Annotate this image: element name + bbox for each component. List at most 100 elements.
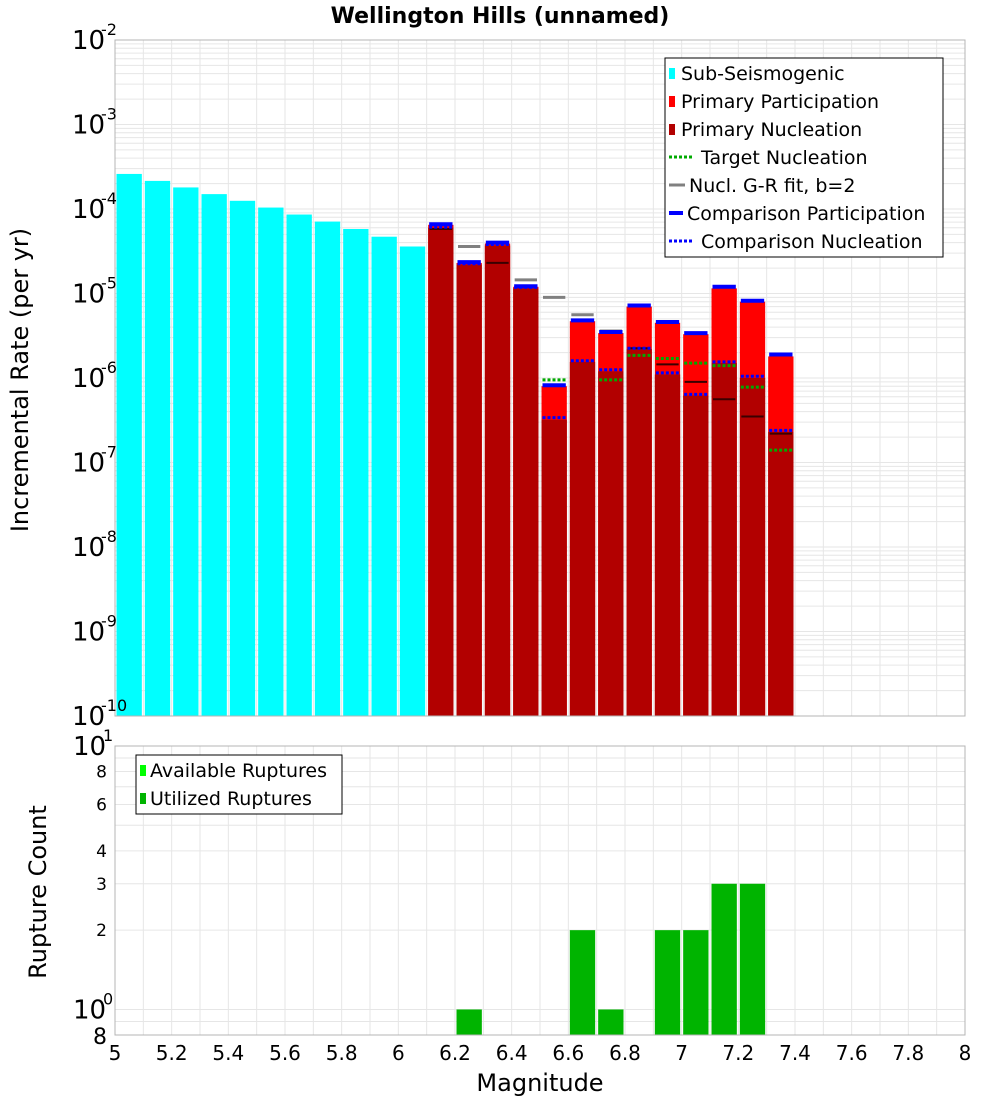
x-tick-label: 6 bbox=[392, 1041, 405, 1065]
y-tick-base: 10 bbox=[72, 280, 105, 310]
y-tick-base: 10 bbox=[72, 533, 105, 563]
y-tick-label-count-decade: 101 bbox=[73, 726, 113, 762]
y-tick-label-rate: 10-5 bbox=[72, 274, 117, 310]
bar-primary-nucleation bbox=[598, 371, 624, 716]
bar-sub-seismogenic bbox=[116, 173, 142, 716]
y-tick-base: 10 bbox=[72, 364, 105, 394]
bar-primary-nucleation bbox=[484, 245, 511, 717]
bar-primary-nucleation bbox=[569, 361, 596, 716]
x-tick-label: 5.6 bbox=[269, 1041, 301, 1065]
bar-sub-seismogenic bbox=[229, 200, 256, 717]
y-tick-label-rate: 10-8 bbox=[72, 527, 117, 563]
comparison-participation-marks bbox=[429, 222, 793, 388]
bar-utilized-ruptures bbox=[456, 1009, 482, 1035]
x-tick-label: 6.4 bbox=[496, 1041, 528, 1065]
rate-legend-item: Comparison Nucleation bbox=[669, 231, 923, 253]
bar-sub-seismogenic bbox=[144, 180, 171, 717]
y-tick-base: 10 bbox=[72, 449, 105, 479]
count-legend-label: Available Ruptures bbox=[150, 760, 327, 782]
bar-utilized-ruptures bbox=[598, 1009, 624, 1035]
bar-sub-seismogenic bbox=[173, 187, 199, 717]
rate-legend-item: Primary Nucleation bbox=[669, 119, 862, 141]
y-tick-exponent: -9 bbox=[101, 612, 117, 631]
y-tick-base: 10 bbox=[73, 732, 106, 762]
bar-sub-seismogenic bbox=[399, 246, 426, 716]
rate-legend-item: Target Nucleation bbox=[669, 147, 868, 169]
rate-legend-box bbox=[664, 57, 944, 258]
y-tick-label-count: 2 bbox=[96, 921, 107, 941]
x-tick-label: 5.4 bbox=[212, 1041, 244, 1065]
count-legend-box bbox=[135, 754, 343, 815]
bar-primary-nucleation bbox=[768, 431, 794, 716]
bar-sub-seismogenic bbox=[314, 221, 341, 716]
count-legend-swatch bbox=[140, 765, 146, 776]
bar-primary-nucleation bbox=[683, 395, 709, 716]
y-tick-label-rate: 10-2 bbox=[72, 20, 117, 56]
rate-plot: 10-1010-910-810-710-610-510-410-310-2Sub… bbox=[72, 20, 966, 732]
count-legend-item: Available Ruptures bbox=[140, 760, 327, 782]
bar-sub-seismogenic bbox=[258, 207, 284, 717]
x-tick-label: 7.8 bbox=[892, 1041, 924, 1065]
y-tick-base: 10 bbox=[72, 195, 105, 225]
y-tick-exponent: -8 bbox=[101, 527, 117, 546]
y-tick-label-count: 8 bbox=[93, 1025, 107, 1050]
chart-title: Wellington Hills (unnamed) bbox=[331, 4, 670, 29]
y-tick-label-rate: 10-4 bbox=[72, 189, 117, 225]
x-tick-label: 6.2 bbox=[439, 1041, 471, 1065]
rate-legend-label: Primary Participation bbox=[681, 91, 879, 113]
bar-primary-nucleation bbox=[456, 264, 482, 716]
rate-legend-swatch bbox=[669, 68, 675, 79]
y-axis-label-count: Rupture Count bbox=[24, 805, 52, 979]
y-tick-exponent: -2 bbox=[101, 20, 117, 39]
y-tick-base: 10 bbox=[72, 111, 105, 141]
bar-utilized-ruptures bbox=[739, 883, 766, 1035]
x-tick-label: 7.2 bbox=[722, 1041, 754, 1065]
y-tick-exponent: -7 bbox=[101, 443, 117, 462]
bar-primary-nucleation bbox=[428, 227, 454, 716]
x-tick-label: 7.6 bbox=[836, 1041, 868, 1065]
rate-legend-swatch bbox=[669, 96, 675, 107]
x-tick-label: 7.4 bbox=[779, 1041, 811, 1065]
count-plot-frame bbox=[114, 745, 966, 1036]
rate-legend-item: Sub-Seismogenic bbox=[669, 63, 845, 85]
y-tick-label-rate: 10-3 bbox=[72, 105, 117, 141]
x-tick-label: 6.6 bbox=[552, 1041, 584, 1065]
y-tick-label-count: 8 bbox=[96, 763, 107, 783]
bar-utilized-ruptures bbox=[569, 930, 596, 1035]
y-tick-exponent: -3 bbox=[101, 105, 117, 124]
x-tick-label: 5.2 bbox=[156, 1041, 188, 1065]
y-tick-label-count: 4 bbox=[96, 842, 107, 862]
x-tick-label: 7 bbox=[675, 1041, 688, 1065]
x-tick-label: 8 bbox=[959, 1041, 972, 1065]
y-tick-base: 10 bbox=[72, 618, 105, 648]
rate-legend-label: Sub-Seismogenic bbox=[681, 63, 845, 85]
bar-sub-seismogenic bbox=[343, 228, 369, 716]
rate-plot-frame bbox=[114, 39, 966, 717]
y-tick-base: 10 bbox=[72, 26, 105, 56]
rate-legend-label: Target Nucleation bbox=[700, 147, 868, 169]
bar-primary-nucleation bbox=[711, 363, 737, 716]
bar-sub-seismogenic bbox=[201, 194, 227, 716]
count-bars bbox=[456, 883, 766, 1035]
rate-legend-label: Primary Nucleation bbox=[681, 119, 862, 141]
bar-primary-nucleation bbox=[739, 378, 766, 716]
rate-legend-item: Primary Participation bbox=[669, 91, 879, 113]
y-tick-label-count: 6 bbox=[96, 795, 107, 815]
x-tick-label: 5.8 bbox=[326, 1041, 358, 1065]
y-tick-exponent: 1 bbox=[103, 726, 113, 745]
count-legend-label: Utilized Ruptures bbox=[150, 788, 312, 810]
comparison-nucleation-marks bbox=[429, 225, 793, 432]
y-tick-label-count-decade: 100 bbox=[73, 989, 113, 1025]
bar-sub-seismogenic bbox=[371, 236, 397, 716]
bar-utilized-ruptures bbox=[683, 930, 709, 1035]
x-axis-label: Magnitude bbox=[476, 1069, 603, 1097]
bar-primary-nucleation bbox=[513, 288, 539, 716]
count-grid bbox=[114, 745, 966, 1036]
rate-legend-label: Nucl. G-R fit, b=2 bbox=[689, 175, 855, 197]
bar-primary-nucleation bbox=[541, 419, 567, 716]
y-tick-label-rate: 10-6 bbox=[72, 358, 117, 394]
target-nucleation-marks bbox=[542, 353, 793, 452]
